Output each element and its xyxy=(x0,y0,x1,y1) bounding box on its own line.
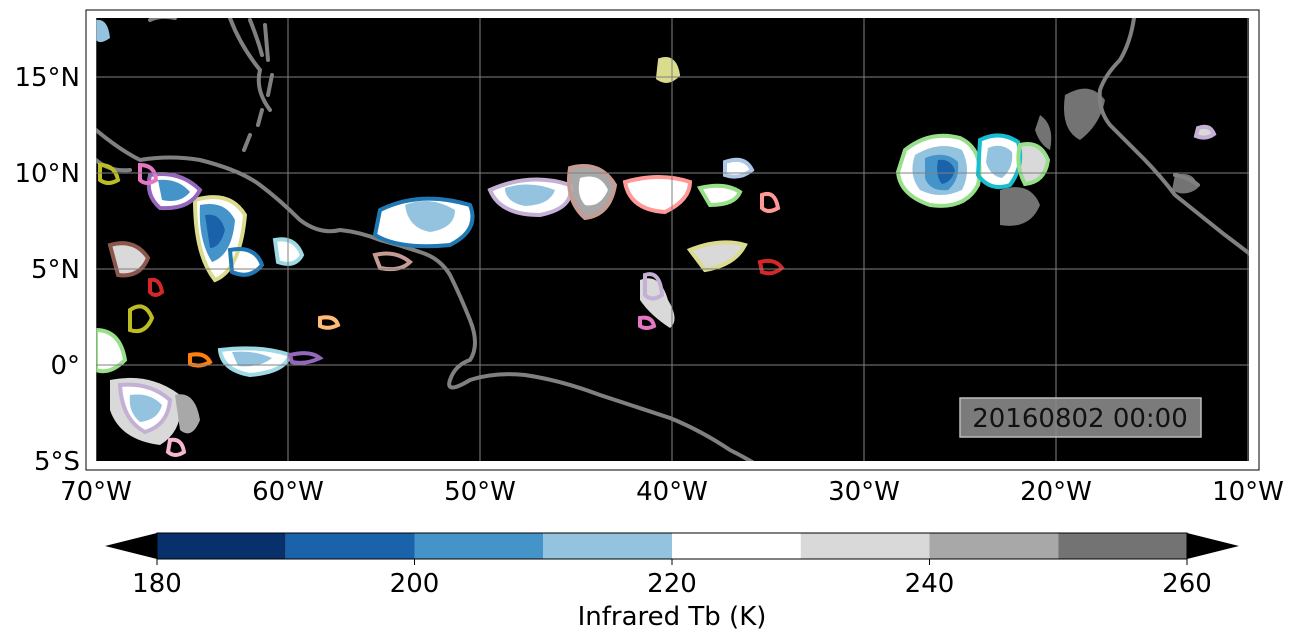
lat-tick-label: 0° xyxy=(50,351,80,381)
track-outline xyxy=(98,162,121,185)
cloud-grey xyxy=(1035,115,1052,150)
timestamp-annotation: 20160802 00:00 xyxy=(959,397,1202,438)
island-chain xyxy=(242,23,274,152)
colorbar-segment xyxy=(285,533,415,559)
cloud-system xyxy=(690,242,745,270)
colorbar-tick-label: 200 xyxy=(390,569,440,599)
colorbar: 180 200 220 240 260 Infrared Tb (K) xyxy=(105,532,1239,632)
cloud-core xyxy=(505,184,555,206)
lon-tick-label: 40°W xyxy=(636,477,708,507)
colorbar-extend-over xyxy=(1187,533,1239,559)
timestamp-box xyxy=(959,397,1202,438)
lon-tick-label: 60°W xyxy=(252,477,324,507)
track-outline xyxy=(287,351,324,365)
lon-tick-label: 50°W xyxy=(444,477,516,507)
colorbar-tick-label: 240 xyxy=(905,569,955,599)
colorbar-segment xyxy=(672,533,801,559)
track-outline xyxy=(686,240,748,273)
track-outline xyxy=(1016,142,1051,187)
cloud-grey xyxy=(1000,187,1040,226)
colorbar-ticks: 180 200 220 240 260 xyxy=(132,559,1212,599)
cloud-system xyxy=(625,177,690,212)
track-outline xyxy=(107,241,151,278)
coastline-south-america xyxy=(96,128,755,461)
track-outline xyxy=(318,315,341,330)
cloud-field xyxy=(96,19,1214,445)
track-outline xyxy=(272,237,305,266)
lat-tick-label: 5°N xyxy=(31,255,80,285)
cloud-system xyxy=(110,243,148,276)
cloud-core xyxy=(129,394,162,422)
cloud-grey xyxy=(175,394,200,434)
timestamp-text: 20160802 00:00 xyxy=(972,404,1188,434)
cloud-core xyxy=(937,159,955,184)
track-outline xyxy=(1193,124,1217,140)
track-outline xyxy=(148,277,165,297)
lon-tick-label: 70°W xyxy=(60,477,132,507)
cloud-system xyxy=(578,176,608,206)
cloud-core xyxy=(986,145,1013,178)
colorbar-tick-label: 260 xyxy=(1162,569,1212,599)
cloud-core xyxy=(205,214,225,248)
track-outline xyxy=(372,196,475,249)
colorbar-tick-label: 180 xyxy=(132,569,182,599)
track-outline xyxy=(760,191,781,213)
map-content xyxy=(96,18,1249,461)
track-outline xyxy=(638,315,657,330)
track-outline xyxy=(128,304,155,334)
lat-tick-label: 5°S xyxy=(34,447,80,477)
track-outline xyxy=(138,162,159,185)
cloud-core xyxy=(232,351,272,367)
colorbar-segments xyxy=(157,533,1187,559)
track-outline xyxy=(217,346,293,378)
colorbar-title: Infrared Tb (K) xyxy=(578,602,767,632)
track-outline xyxy=(165,437,187,457)
coastline-west-africa xyxy=(1097,18,1249,256)
lat-tick-label: 10°N xyxy=(14,159,80,189)
track-outline xyxy=(655,57,681,83)
track-outline xyxy=(757,258,785,276)
colorbar-segment xyxy=(800,533,930,559)
lon-tick-label: 20°W xyxy=(1020,477,1092,507)
track-outline xyxy=(146,172,203,211)
colorbar-extend-under xyxy=(105,533,157,559)
lon-tick-label: 30°W xyxy=(828,477,900,507)
latitude-tick-labels: 15°N 10°N 5°N 0° 5°S xyxy=(14,63,80,477)
storm-track-outlines xyxy=(96,57,1217,457)
cloud-system xyxy=(96,19,110,43)
cloud-system xyxy=(1018,144,1048,184)
colorbar-segment xyxy=(157,533,286,559)
lon-tick-label: 10°W xyxy=(1212,477,1284,507)
colorbar-segment xyxy=(929,533,1059,559)
cloud-core xyxy=(158,179,190,201)
track-outline xyxy=(487,177,573,218)
longitude-tick-labels: 70°W 60°W 50°W 40°W 30°W 20°W 10°W xyxy=(60,477,1284,507)
colorbar-tick-label: 220 xyxy=(647,569,697,599)
gridlines xyxy=(96,18,1249,461)
track-outline xyxy=(643,272,665,301)
colorbar-segment xyxy=(414,533,544,559)
track-outline xyxy=(895,133,982,208)
cloud-core xyxy=(405,201,455,232)
cloud-grey xyxy=(1064,88,1105,140)
colorbar-segment xyxy=(543,533,672,559)
track-outline xyxy=(696,183,743,208)
cloud-grey xyxy=(640,278,675,328)
track-outline xyxy=(723,157,755,179)
cloud-system xyxy=(96,330,125,372)
track-outline xyxy=(622,175,693,215)
track-outline xyxy=(567,164,618,221)
track-outline xyxy=(227,247,265,277)
colorbar-segment xyxy=(1058,533,1187,559)
coastline-africa-bulge xyxy=(1173,173,1200,187)
lat-tick-label: 15°N xyxy=(14,63,80,93)
track-outline xyxy=(96,327,128,374)
track-outline xyxy=(117,382,173,435)
